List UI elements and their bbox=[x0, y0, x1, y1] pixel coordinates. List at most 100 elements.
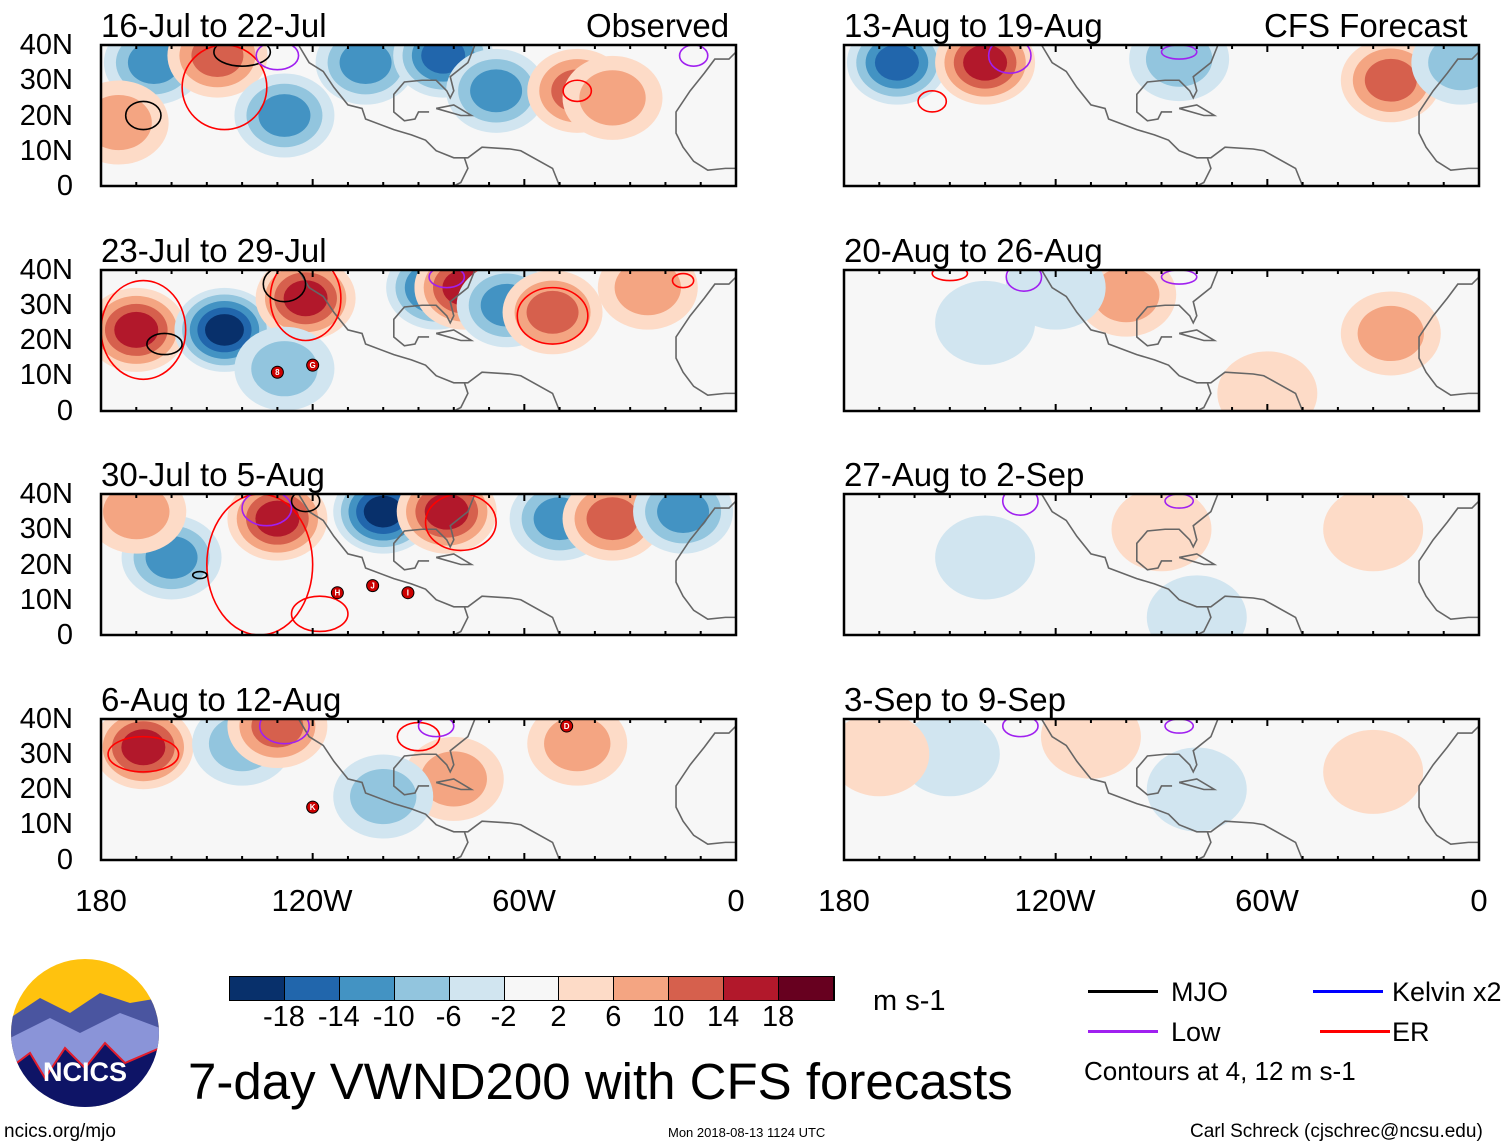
map-panel bbox=[842, 492, 1481, 637]
mjo-contour bbox=[191, 570, 208, 580]
anomaly-blob bbox=[579, 70, 646, 126]
lat-label: 40N bbox=[19, 478, 73, 510]
colorbar-tick: -2 bbox=[490, 1001, 517, 1033]
lat-label: 30N bbox=[19, 64, 73, 97]
coastline bbox=[1418, 275, 1479, 396]
legend-note: Contours at 4, 12 m s-1 bbox=[1084, 1056, 1356, 1086]
panel-title: 6-Aug to 12-Aug bbox=[101, 680, 342, 718]
anomaly-blob bbox=[363, 495, 403, 528]
storm-label: I bbox=[407, 589, 409, 598]
colorbar-tick: -14 bbox=[317, 1001, 360, 1033]
coastline bbox=[1207, 370, 1304, 411]
panel-title: 20-Aug to 26-Aug bbox=[844, 231, 1103, 269]
mjo-contour bbox=[146, 332, 183, 355]
figure-title: 7-day VWND200 with CFS forecasts bbox=[188, 1053, 1013, 1110]
legend-er: ER bbox=[1392, 1017, 1430, 1047]
anomaly-blob bbox=[1428, 45, 1479, 91]
anomaly-blob bbox=[191, 45, 244, 77]
storm-label: G bbox=[310, 361, 316, 370]
coastline bbox=[1207, 146, 1304, 186]
anomaly-blob bbox=[526, 290, 579, 334]
coastline bbox=[297, 494, 469, 635]
storm-label: D bbox=[564, 722, 570, 731]
low-contour bbox=[428, 269, 466, 288]
lat-label: 0 bbox=[56, 170, 73, 202]
panel-title: 27-Aug to 2-Sep bbox=[844, 456, 1085, 493]
anomaly-blob bbox=[935, 515, 1036, 600]
anomaly-blob bbox=[614, 269, 681, 315]
anomaly-blob bbox=[1146, 575, 1247, 635]
mjo-contour bbox=[290, 494, 321, 513]
map-panel: HJI bbox=[99, 492, 738, 637]
anomaly-blob bbox=[1217, 350, 1318, 411]
anomaly-blob bbox=[1323, 494, 1424, 572]
coastline bbox=[1136, 45, 1219, 122]
anomaly-blob bbox=[421, 45, 466, 74]
lon-label: 0 bbox=[1470, 883, 1488, 918]
colorbar-swatch bbox=[614, 977, 670, 1000]
legend-er-line bbox=[1320, 1030, 1390, 1033]
anomaly-blob bbox=[251, 718, 304, 747]
anomaly-blob bbox=[1040, 718, 1141, 779]
coastline bbox=[1136, 494, 1219, 571]
low-contour bbox=[1160, 45, 1198, 60]
legend-low: Low bbox=[1171, 1017, 1221, 1047]
coastline bbox=[464, 595, 561, 635]
coastline bbox=[393, 718, 476, 796]
mjo-contour bbox=[124, 100, 162, 131]
coastline bbox=[1178, 104, 1218, 117]
lat-label: 0 bbox=[56, 394, 73, 427]
anomaly-blob bbox=[1146, 747, 1247, 831]
map-panel bbox=[842, 43, 1481, 188]
mjo-contour bbox=[262, 269, 307, 303]
panel-title: 30-Jul to 5-Aug bbox=[101, 456, 325, 493]
anomaly-blob bbox=[470, 69, 523, 113]
er-contour bbox=[290, 595, 349, 633]
anomaly-blob bbox=[1005, 269, 1106, 330]
lon-label: 120W bbox=[1014, 883, 1096, 918]
storm-label: J bbox=[370, 582, 374, 591]
lon-label: 60W bbox=[492, 883, 556, 918]
coastline bbox=[1040, 45, 1212, 186]
low-contour bbox=[1001, 494, 1039, 516]
anomaly-blob bbox=[258, 94, 311, 137]
lat-label: 0 bbox=[56, 843, 73, 876]
coastline bbox=[1136, 269, 1219, 347]
tropical-cyclone-marker: G bbox=[306, 358, 320, 372]
er-contour bbox=[516, 286, 589, 345]
coastline bbox=[435, 553, 475, 566]
coastline bbox=[297, 269, 469, 411]
anomaly-blob bbox=[339, 45, 392, 85]
map-panel bbox=[842, 268, 1481, 412]
coastline bbox=[435, 328, 475, 341]
map-panel: 8G bbox=[99, 268, 738, 412]
colorbar-tick: 18 bbox=[761, 1001, 795, 1033]
colorbar-tick: 14 bbox=[707, 1001, 740, 1033]
anomaly-blob bbox=[205, 313, 244, 346]
ncics-logo: NCICS bbox=[11, 959, 159, 1107]
coastline bbox=[1207, 819, 1304, 860]
lon-label: 0 bbox=[727, 883, 745, 918]
colorbar-swatch bbox=[669, 977, 725, 1000]
mjo-contour bbox=[213, 45, 272, 67]
colorbar-tick: 2 bbox=[550, 1001, 567, 1033]
anomaly-blob bbox=[844, 718, 930, 796]
coastline bbox=[464, 819, 561, 860]
source-link[interactable]: ncics.org/mjo bbox=[4, 1121, 116, 1142]
coastline bbox=[1418, 51, 1479, 171]
er-contour bbox=[107, 735, 180, 773]
coastline bbox=[1178, 777, 1218, 790]
lat-label: 20N bbox=[19, 324, 73, 356]
colorbar-swatch bbox=[449, 977, 505, 1000]
colorbar-tick: -6 bbox=[435, 1001, 462, 1033]
coastline bbox=[1040, 269, 1212, 411]
lon-label: 60W bbox=[1235, 883, 1299, 918]
lat-label: 40N bbox=[19, 253, 73, 286]
lat-label: 20N bbox=[19, 773, 73, 805]
tropical-cyclone-marker: H bbox=[330, 586, 344, 600]
colorbar-tick: 10 bbox=[652, 1001, 685, 1033]
anomaly-blob bbox=[101, 94, 152, 151]
lon-label: 180 bbox=[75, 883, 127, 918]
anomaly-blob bbox=[1323, 729, 1424, 814]
panel-title: 16-Jul to 22-Jul bbox=[101, 7, 327, 44]
